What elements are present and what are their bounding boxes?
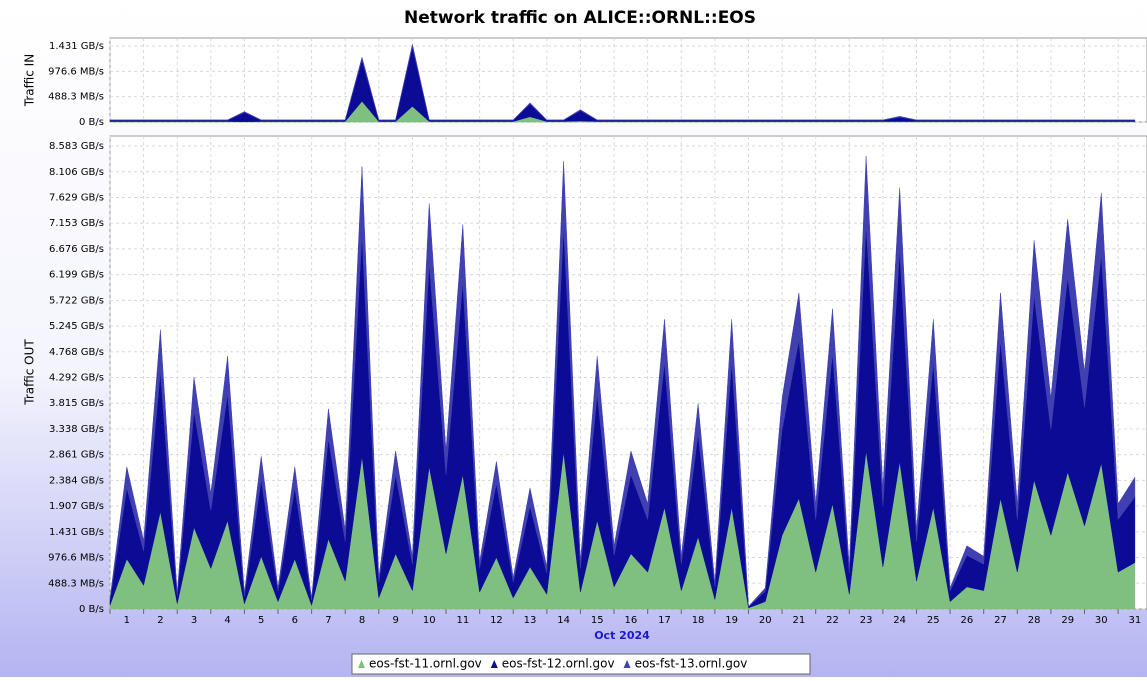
y-tick-label: 488.3 MB/s <box>48 92 104 103</box>
x-tick-label: 30 <box>1095 615 1108 626</box>
y-tick-label: 5.245 GB/s <box>49 321 104 332</box>
area <box>109 44 1136 121</box>
x-tick-label: 10 <box>423 615 436 626</box>
x-tick-label: 17 <box>658 615 671 626</box>
y-tick-label: 0 B/s <box>79 604 104 615</box>
x-tick-label: 7 <box>325 615 331 626</box>
legend-box <box>351 653 811 675</box>
x-tick-label: 21 <box>793 615 806 626</box>
y-axis-label: Traffic IN <box>23 54 37 107</box>
x-tick-label: 26 <box>961 615 974 626</box>
y-tick-label: 8.106 GB/s <box>49 167 104 178</box>
y-tick-label: 976.6 MB/s <box>48 553 104 564</box>
y-tick-label: 7.153 GB/s <box>49 218 104 229</box>
x-tick-label: 24 <box>893 615 906 626</box>
y-tick-label: 0 B/s <box>79 117 104 128</box>
y-tick-label: 3.338 GB/s <box>49 424 104 435</box>
x-tick-label: 19 <box>725 615 738 626</box>
legend-label: eos-fst-12.ornl.gov <box>502 657 615 671</box>
x-tick-label: 3 <box>191 615 197 626</box>
x-tick-label: 23 <box>860 615 873 626</box>
x-tick-label: 4 <box>224 615 230 626</box>
x-axis-label: Oct 2024 <box>594 629 650 642</box>
x-tick-label: 29 <box>1061 615 1074 626</box>
x-tick-label: 11 <box>456 615 469 626</box>
y-tick-label: 8.583 GB/s <box>49 141 104 152</box>
y-tick-label: 4.768 GB/s <box>49 347 104 358</box>
y-tick-label: 488.3 MB/s <box>48 578 104 589</box>
x-tick-label: 28 <box>1028 615 1041 626</box>
x-tick-label: 27 <box>994 615 1007 626</box>
legend-marker <box>490 660 498 668</box>
chart-title: Network traffic on ALICE::ORNL::EOS <box>404 8 756 28</box>
y-tick-label: 2.861 GB/s <box>49 450 104 461</box>
x-tick-label: 12 <box>490 615 503 626</box>
x-tick-label: 16 <box>624 615 637 626</box>
y-tick-label: 976.6 MB/s <box>48 66 104 77</box>
y-tick-label: 1.431 GB/s <box>49 527 104 538</box>
y-tick-label: 6.199 GB/s <box>49 270 104 281</box>
legend-marker <box>623 660 631 668</box>
x-tick-label: 18 <box>692 615 705 626</box>
plot-area-in <box>109 37 1147 123</box>
y-tick-label: 3.815 GB/s <box>49 398 104 409</box>
x-tick-label: 2 <box>157 615 163 626</box>
area <box>109 155 1136 608</box>
y-axis-label: Traffic OUT <box>23 339 37 406</box>
x-tick-label: 13 <box>524 615 537 626</box>
y-tick-label: 1.431 GB/s <box>49 41 104 52</box>
y-tick-label: 7.629 GB/s <box>49 192 104 203</box>
x-tick-label: 15 <box>591 615 604 626</box>
x-tick-label: 20 <box>759 615 772 626</box>
legend-label: eos-fst-13.ornl.gov <box>635 657 748 671</box>
x-tick-label: 5 <box>258 615 264 626</box>
y-tick-label: 5.722 GB/s <box>49 295 104 306</box>
x-tick-label: 25 <box>927 615 940 626</box>
x-tick-label: 14 <box>557 615 570 626</box>
legend-label: eos-fst-11.ornl.gov <box>369 657 482 671</box>
x-tick-label: 22 <box>826 615 839 626</box>
x-tick-label: 6 <box>292 615 298 626</box>
y-tick-label: 6.676 GB/s <box>49 244 104 255</box>
legend-marker <box>358 660 365 668</box>
x-tick-label: 31 <box>1129 615 1142 626</box>
x-tick-label: 9 <box>392 615 398 626</box>
y-tick-label: 4.292 GB/s <box>49 373 104 384</box>
y-tick-label: 1.907 GB/s <box>49 501 104 512</box>
x-tick-label: 8 <box>359 615 365 626</box>
y-tick-label: 2.384 GB/s <box>49 475 104 486</box>
x-tick-label: 1 <box>124 615 130 626</box>
